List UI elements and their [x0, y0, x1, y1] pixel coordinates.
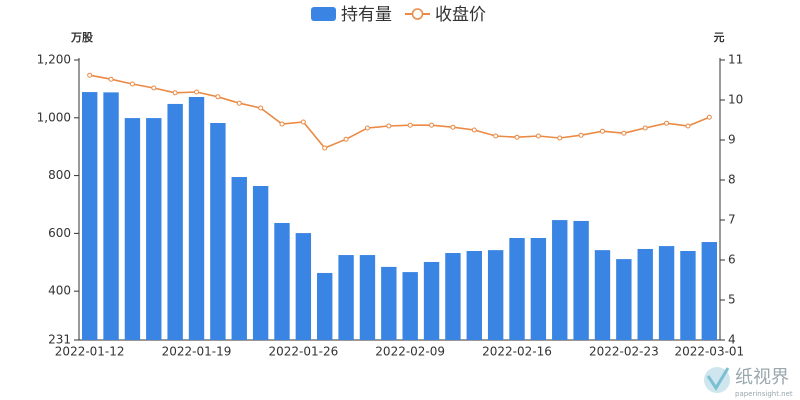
- line-point: [172, 90, 178, 96]
- bar: [381, 266, 397, 340]
- y-tick-label: 400: [48, 284, 71, 298]
- legend-label: 持有量: [341, 5, 392, 25]
- line-point: [364, 125, 370, 131]
- bar: [317, 272, 333, 340]
- bar: [167, 103, 183, 340]
- line-point: [87, 72, 93, 78]
- y2-axis-title: 元: [714, 31, 725, 44]
- bar: [81, 92, 98, 340]
- line-point: [215, 94, 221, 100]
- x-tick-label: 2022-01-12: [55, 345, 125, 359]
- line-point: [236, 100, 242, 106]
- line-point: [578, 132, 584, 138]
- y-tick-label: 1,000: [37, 110, 71, 124]
- bar: [530, 237, 547, 340]
- bar: [103, 92, 119, 341]
- x-tick-label: 2022-01-26: [268, 345, 338, 359]
- bar: [637, 248, 653, 340]
- bar: [210, 122, 226, 341]
- legend: 持有量 收盘价: [311, 5, 486, 25]
- bar: [231, 177, 247, 340]
- bar: [573, 220, 589, 340]
- y2-tick-label: 8: [728, 173, 736, 187]
- bar: [359, 255, 376, 340]
- line-point: [108, 76, 114, 82]
- bar: [658, 246, 675, 340]
- line-point: [557, 135, 563, 141]
- y-tick-label: 600: [48, 226, 71, 240]
- x-tick-label: 2022-01-19: [162, 345, 232, 359]
- line-point: [258, 105, 264, 111]
- bar: [146, 118, 162, 340]
- y-tick-label: 1,200: [37, 53, 71, 67]
- y2-tick-label: 9: [728, 133, 736, 147]
- y2-tick-label: 6: [728, 253, 736, 267]
- line-point: [621, 130, 627, 136]
- line-point: [514, 134, 520, 140]
- line-point: [322, 145, 328, 151]
- bar: [509, 237, 525, 340]
- legend-label: 收盘价: [435, 5, 486, 25]
- y-tick-label: 231: [48, 333, 71, 347]
- bar: [274, 222, 290, 340]
- line-point: [450, 124, 456, 130]
- x-tick-label: 2022-02-09: [375, 345, 445, 359]
- bar: [124, 118, 141, 340]
- bar: [295, 233, 312, 340]
- line-point: [386, 123, 392, 129]
- line-point: [407, 122, 413, 128]
- bar: [594, 250, 611, 340]
- line: [89, 74, 710, 149]
- line-point: [429, 122, 435, 128]
- bar: [680, 251, 696, 340]
- line-point: [151, 85, 157, 91]
- y2-tick-label: 5: [728, 293, 736, 307]
- bar: [188, 96, 205, 340]
- bar: [338, 255, 354, 340]
- y-axis-title: 万股: [70, 31, 94, 44]
- bar: [487, 250, 504, 340]
- watermark-url: paperinsight.net: [735, 390, 793, 398]
- y2-tick-label: 4: [728, 333, 736, 347]
- watermark-name: 纸视界: [735, 367, 789, 388]
- line-point: [599, 128, 605, 134]
- line-point: [471, 127, 477, 133]
- x-tick-label: 2022-02-23: [589, 345, 659, 359]
- line-point: [664, 120, 670, 126]
- bar: [402, 272, 418, 340]
- line-point: [535, 133, 541, 139]
- line-point: [685, 123, 691, 129]
- legend-swatch: [311, 7, 336, 21]
- line-point: [343, 136, 349, 142]
- line-point: [129, 81, 135, 87]
- bar: [445, 253, 461, 340]
- watermark: 纸视界 paperinsight.net: [704, 367, 793, 398]
- y-tick-label: 800: [48, 168, 71, 182]
- line-point: [300, 119, 306, 125]
- bar: [252, 185, 269, 340]
- line-point: [194, 89, 200, 95]
- line-point: [642, 125, 648, 131]
- y2-tick-label: 7: [728, 213, 736, 227]
- x-tick-label: 2022-02-16: [482, 345, 552, 359]
- bar: [701, 242, 718, 340]
- line-point: [279, 121, 285, 127]
- x-tick-label: 2022-03-01: [674, 345, 744, 359]
- line-point: [493, 133, 499, 139]
- y2-tick-label: 11: [728, 53, 743, 67]
- bar: [423, 261, 440, 340]
- bar: [466, 251, 482, 340]
- bar: [616, 259, 632, 340]
- legend-swatch: [411, 8, 424, 20]
- bar: [552, 220, 568, 340]
- watermark-icon: [706, 367, 730, 391]
- y2-tick-label: 10: [728, 93, 743, 107]
- line-point: [706, 114, 712, 120]
